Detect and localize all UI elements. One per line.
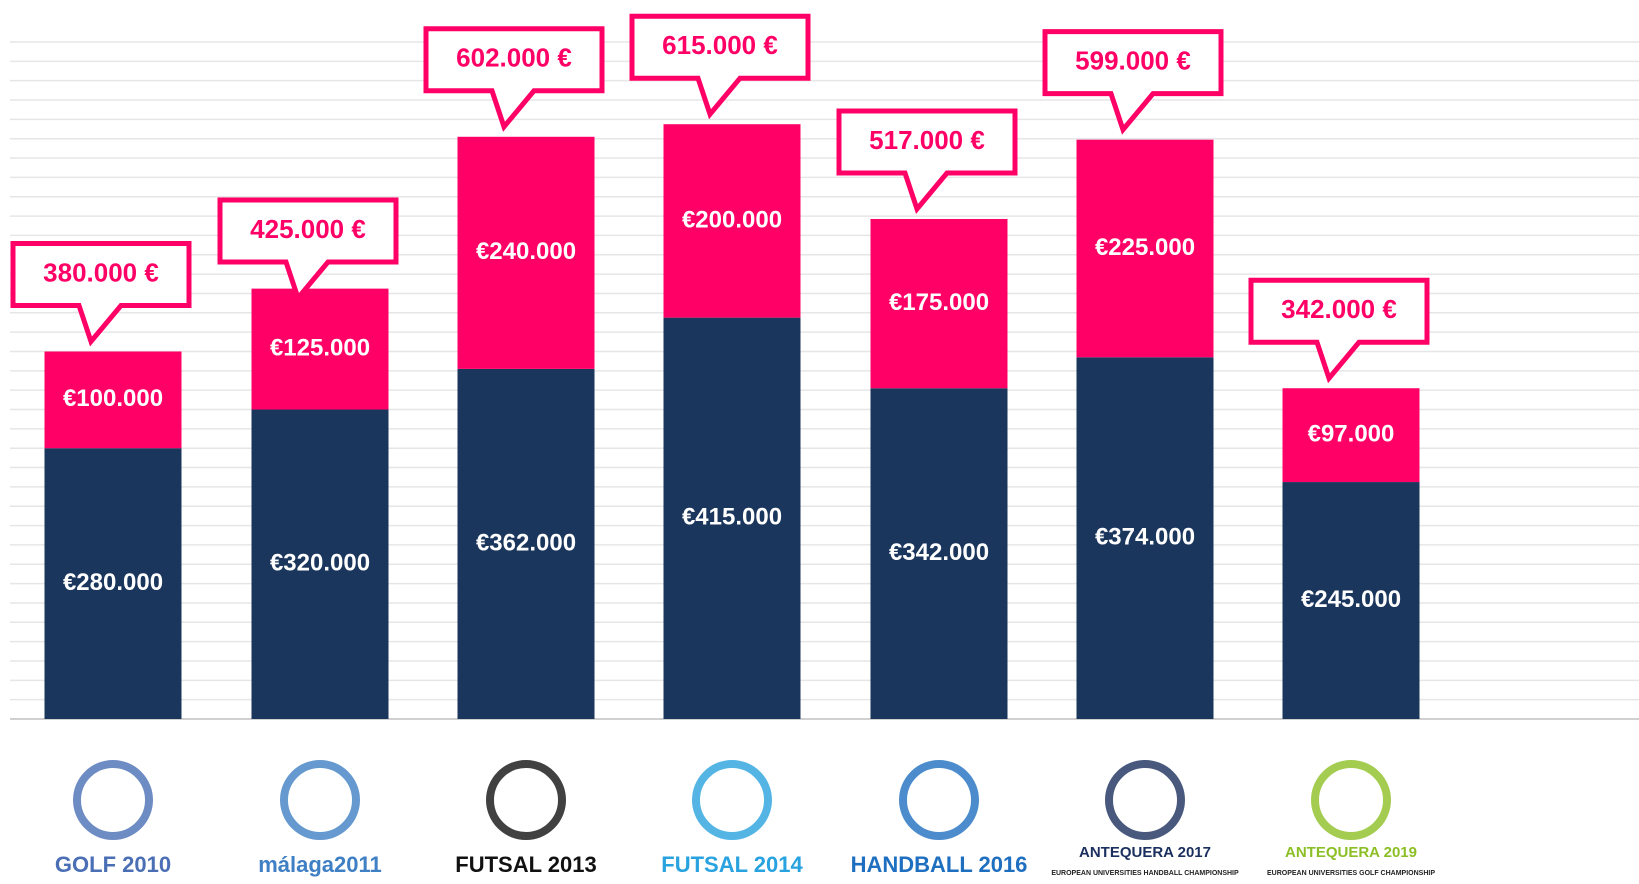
bar-segment <box>1282 482 1420 719</box>
logo-icon <box>73 760 153 840</box>
logo-icon <box>692 760 772 840</box>
bar-segment <box>663 124 801 318</box>
bar-segment <box>663 317 801 719</box>
bar-segment <box>1282 388 1420 483</box>
callout-label: 380.000 € <box>43 257 159 287</box>
callout-label: 599.000 € <box>1075 46 1191 76</box>
bar-value-label: €362.000 <box>476 529 576 556</box>
logo-label: ANTEQUERA 2019 <box>1285 844 1417 861</box>
bar-segment <box>1076 139 1214 358</box>
bar-value-label: €240.000 <box>476 238 576 265</box>
logo-label: HANDBALL 2016 <box>851 852 1028 877</box>
logo-label: málaga2011 <box>258 852 382 877</box>
callout-label: 615.000 € <box>662 30 778 60</box>
bar-value-label: €97.000 <box>1308 420 1395 447</box>
logo-label: GOLF 2010 <box>55 852 171 877</box>
logo-icon <box>280 760 360 840</box>
bar-value-label: €175.000 <box>889 289 989 316</box>
bar-value-label: €320.000 <box>270 550 370 577</box>
logo-label: ANTEQUERA 2017 <box>1079 844 1211 861</box>
bar-segment <box>457 136 595 369</box>
callout-label: 517.000 € <box>869 125 985 155</box>
bar-segment <box>870 218 1008 389</box>
bar-value-label: €245.000 <box>1301 586 1401 613</box>
callout-box <box>217 197 399 304</box>
callout-box <box>423 26 605 132</box>
logo-label: FUTSAL 2014 <box>661 852 803 877</box>
bar-value-label: €342.000 <box>889 539 989 566</box>
bar-segment <box>251 288 389 410</box>
callout-box <box>629 13 811 120</box>
bar-value-label: €415.000 <box>682 504 782 531</box>
logo-subtitle: EUROPEAN UNIVERSITIES HANDBALL CHAMPIONS… <box>1051 870 1239 877</box>
callout-label: 342.000 € <box>1281 294 1397 324</box>
bar-segment <box>870 388 1008 719</box>
bar-value-label: €200.000 <box>682 206 782 233</box>
logo-icon <box>899 760 979 840</box>
callout-box <box>10 240 192 347</box>
bar-value-label: €374.000 <box>1095 523 1195 550</box>
callout-label: 425.000 € <box>250 214 366 244</box>
callout-box <box>1248 277 1430 384</box>
callout-label: 602.000 € <box>456 43 572 73</box>
bar-segment <box>44 448 182 719</box>
logo-icon <box>1105 760 1185 840</box>
bar-value-label: €280.000 <box>63 569 163 596</box>
callout-box <box>1042 29 1224 135</box>
bar-segment <box>457 368 595 719</box>
logo-icon <box>1311 760 1391 840</box>
bar-value-label: €125.000 <box>270 334 370 361</box>
logo-label: FUTSAL 2013 <box>455 852 596 877</box>
callout-box <box>836 108 1018 215</box>
bar-value-label: €225.000 <box>1095 234 1195 261</box>
bar-segment <box>1076 357 1214 719</box>
bar-segment <box>251 409 389 719</box>
bar-segment <box>44 351 182 449</box>
logo-subtitle: EUROPEAN UNIVERSITIES GOLF CHAMPIONSHIP <box>1267 870 1435 877</box>
logo-icon <box>486 760 566 840</box>
bar-value-label: €100.000 <box>63 385 163 412</box>
